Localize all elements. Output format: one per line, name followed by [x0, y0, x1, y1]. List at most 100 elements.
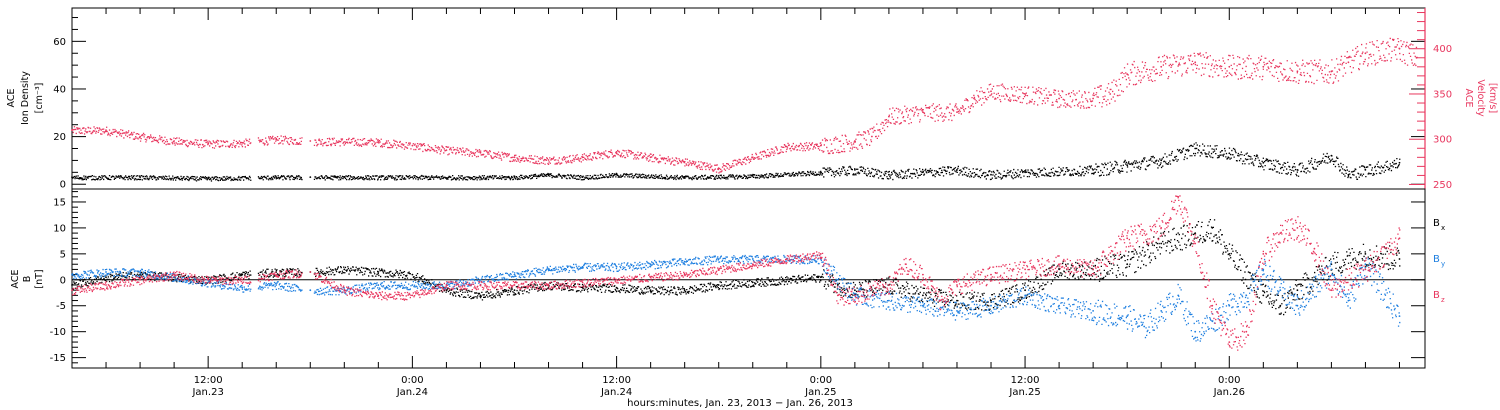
bz-point	[343, 289, 345, 291]
density-point	[1262, 162, 1264, 164]
velocity-point	[412, 145, 414, 147]
density-point	[1194, 148, 1196, 150]
bx-point	[1297, 289, 1299, 291]
by-point	[888, 300, 890, 302]
velocity-point	[1365, 52, 1367, 54]
by-point	[1348, 300, 1350, 302]
bx-point	[1365, 253, 1367, 255]
bfield-axis-label-line2: B	[22, 276, 33, 283]
velocity-point	[275, 138, 277, 140]
by-point	[377, 284, 379, 286]
density-point	[480, 176, 482, 178]
velocity-point	[616, 151, 618, 153]
density-axis: 0 20 40 60	[53, 18, 1425, 191]
by-point	[1024, 295, 1026, 297]
x-tick-date: Jan.26	[1213, 387, 1245, 398]
bz-point	[888, 284, 890, 286]
by-point	[71, 274, 73, 276]
density-axis-label-line3: [cm⁻³]	[34, 83, 45, 114]
by-point	[922, 305, 924, 307]
bfield-tick-label: -5	[56, 301, 66, 312]
velocity-point	[820, 145, 822, 147]
velocity-axis-label-line3: [km/s]	[1487, 83, 1498, 113]
density-point	[1228, 152, 1230, 154]
by-point	[1279, 289, 1281, 291]
by-point	[309, 289, 311, 291]
bz-point	[1177, 196, 1179, 198]
density-point	[684, 176, 686, 178]
bz-points	[72, 195, 1400, 350]
bz-point	[1331, 289, 1333, 291]
density-point	[616, 174, 618, 176]
x-tick-date: Jan.25	[804, 387, 836, 398]
velocity-point	[1092, 98, 1094, 100]
by-point	[1297, 305, 1299, 307]
density-point	[854, 169, 856, 171]
bx-point	[650, 289, 652, 291]
by-point	[837, 279, 839, 281]
by-point	[105, 271, 107, 273]
bx-series	[71, 219, 1400, 315]
velocity-tick-label: 250	[1433, 180, 1452, 191]
by-point	[718, 258, 720, 260]
bz-point	[1126, 237, 1128, 239]
bx-point	[343, 269, 345, 271]
velocity-point	[139, 136, 141, 138]
bz-point	[837, 295, 839, 297]
bx-point	[105, 276, 107, 278]
velocity-point	[548, 159, 550, 161]
legend-bx: B	[1433, 218, 1440, 229]
velocity-point	[718, 167, 720, 169]
by-point	[616, 266, 618, 268]
velocity-point	[207, 143, 209, 145]
bz-point	[105, 284, 107, 286]
density-point	[990, 174, 992, 176]
velocity-point	[241, 142, 243, 144]
density-series	[71, 142, 1400, 181]
density-point	[1399, 162, 1401, 164]
bx-point	[922, 295, 924, 297]
bz-point	[820, 253, 822, 255]
bz-point	[1024, 269, 1026, 271]
bx-point	[514, 289, 516, 291]
bottom-panel-data	[71, 195, 1425, 350]
density-point	[582, 176, 584, 178]
bx-point	[1262, 295, 1264, 297]
bz-point	[480, 284, 482, 286]
velocity-tick-label: 350	[1433, 89, 1452, 100]
by-point	[1331, 269, 1333, 271]
by-point	[548, 269, 550, 271]
bfield-tick-label: 10	[53, 223, 66, 234]
legend-by-subscript: y	[1441, 260, 1445, 268]
by-points	[72, 255, 1400, 342]
velocity-point	[650, 156, 652, 158]
by-point	[1194, 331, 1196, 333]
bx-point	[1160, 243, 1162, 245]
density-point	[888, 174, 890, 176]
density-point	[309, 176, 311, 178]
legend-bz-subscript: z	[1441, 296, 1445, 304]
velocity-tick-label: 400	[1433, 44, 1452, 55]
x-tick-date: Jan.25	[1008, 387, 1040, 398]
velocity-point	[480, 152, 482, 154]
velocity-point	[1348, 61, 1350, 63]
velocity-point	[1109, 93, 1111, 95]
velocity-point	[1058, 98, 1060, 100]
bz-point	[1314, 248, 1316, 250]
by-point	[956, 310, 958, 312]
bx-point	[412, 274, 414, 276]
bz-point	[309, 271, 311, 273]
by-point	[1211, 320, 1213, 322]
density-point	[820, 171, 822, 173]
bz-point	[1262, 253, 1264, 255]
bz-point	[139, 279, 141, 281]
bx-point	[854, 289, 856, 291]
bz-point	[1365, 269, 1367, 271]
density-points	[72, 142, 1400, 181]
x-tick-time: 0:00	[401, 375, 423, 386]
x-tick-time: 0:00	[1218, 375, 1240, 386]
velocity-point	[752, 156, 754, 158]
velocity-point	[446, 149, 448, 151]
x-axis-label: hours:minutes, Jan. 23, 2013 − Jan. 26, …	[627, 398, 853, 409]
velocity-point	[1297, 70, 1299, 72]
